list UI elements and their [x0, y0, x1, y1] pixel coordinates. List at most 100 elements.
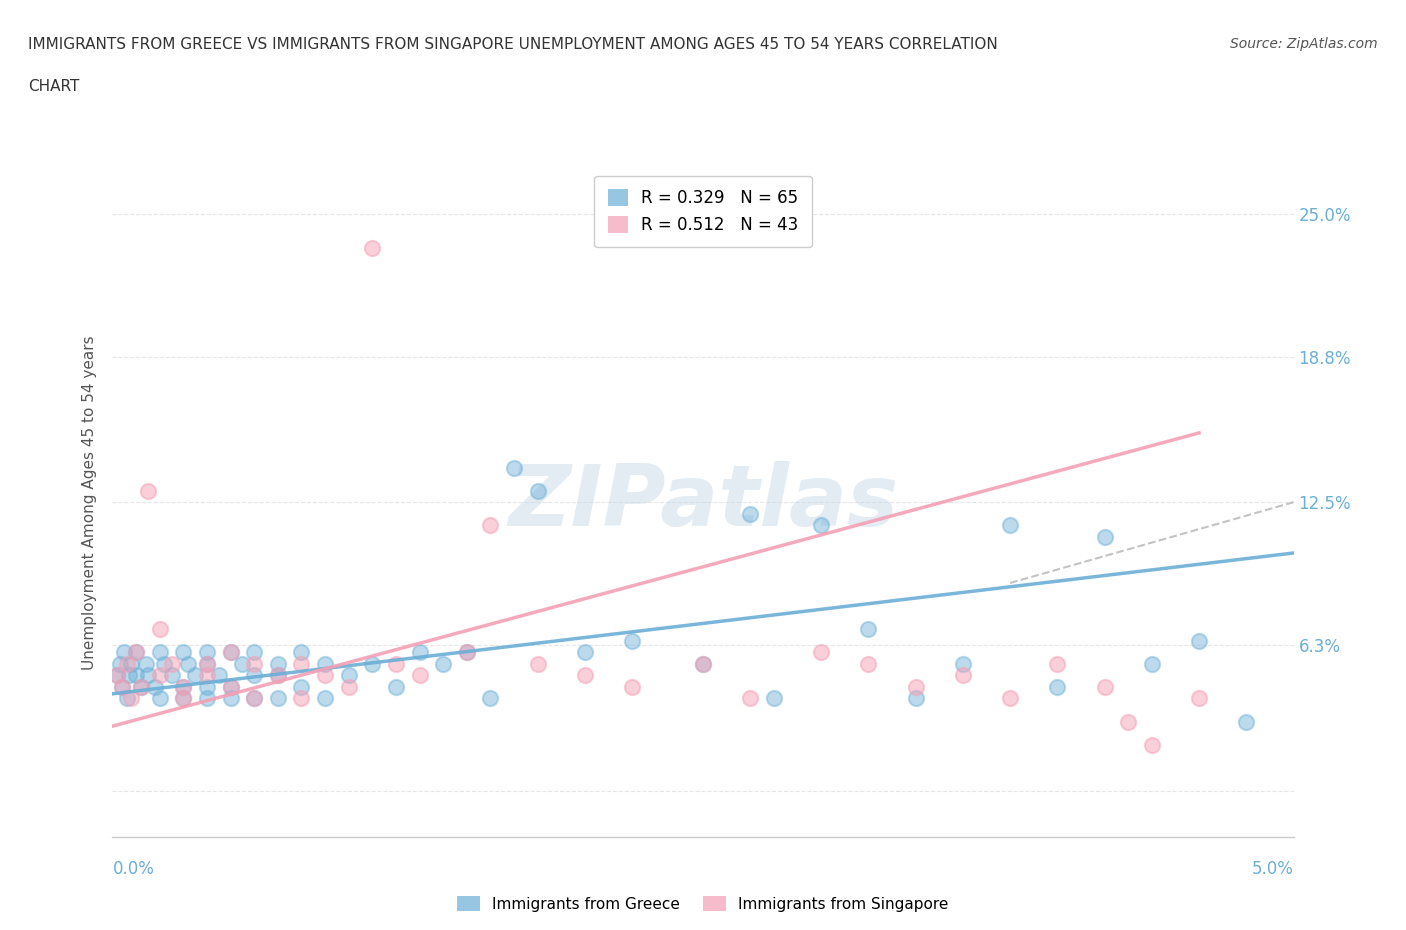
Point	[120, 657, 142, 671]
Point	[621, 680, 644, 695]
Point	[177, 657, 200, 671]
Point	[998, 691, 1021, 706]
Point	[149, 622, 172, 637]
Point	[195, 691, 218, 706]
Y-axis label: Unemployment Among Ages 45 to 54 years: Unemployment Among Ages 45 to 54 years	[82, 335, 97, 670]
Point	[129, 680, 152, 695]
Point	[810, 644, 832, 659]
Point	[337, 680, 360, 695]
Point	[904, 680, 927, 695]
Point	[125, 644, 148, 659]
Point	[120, 691, 142, 706]
Point	[195, 644, 218, 659]
Point	[479, 691, 502, 706]
Point	[290, 657, 312, 671]
Point	[105, 668, 128, 683]
Point	[184, 668, 207, 683]
Point	[172, 691, 194, 706]
Point	[267, 668, 290, 683]
Legend: R = 0.329   N = 65, R = 0.512   N = 43: R = 0.329 N = 65, R = 0.512 N = 43	[595, 176, 811, 247]
Point	[153, 657, 176, 671]
Point	[503, 460, 526, 475]
Point	[692, 657, 714, 671]
Point	[118, 668, 141, 683]
Point	[219, 644, 242, 659]
Point	[243, 657, 266, 671]
Point	[858, 657, 880, 671]
Point	[243, 668, 266, 683]
Point	[243, 691, 266, 706]
Text: IMMIGRANTS FROM GREECE VS IMMIGRANTS FROM SINGAPORE UNEMPLOYMENT AMONG AGES 45 T: IMMIGRANTS FROM GREECE VS IMMIGRANTS FRO…	[28, 37, 998, 52]
Point	[111, 680, 134, 695]
Point	[135, 657, 157, 671]
Point	[219, 644, 242, 659]
Point	[621, 633, 644, 648]
Point	[1046, 680, 1069, 695]
Point	[115, 657, 138, 671]
Point	[526, 484, 548, 498]
Text: Source: ZipAtlas.com: Source: ZipAtlas.com	[1230, 37, 1378, 51]
Point	[290, 680, 312, 695]
Point	[998, 518, 1021, 533]
Point	[337, 668, 360, 683]
Point	[160, 668, 183, 683]
Point	[858, 622, 880, 637]
Point	[526, 657, 548, 671]
Point	[267, 668, 290, 683]
Text: CHART: CHART	[28, 79, 80, 94]
Point	[149, 668, 172, 683]
Point	[243, 644, 266, 659]
Point	[1188, 691, 1211, 706]
Point	[1188, 633, 1211, 648]
Point	[108, 657, 131, 671]
Point	[740, 506, 762, 521]
Point	[195, 668, 218, 683]
Point	[314, 691, 336, 706]
Point	[105, 668, 128, 683]
Point	[208, 668, 231, 683]
Point	[111, 680, 134, 695]
Point	[408, 644, 430, 659]
Point	[149, 644, 172, 659]
Point	[1140, 657, 1163, 671]
Point	[125, 668, 148, 683]
Point	[219, 680, 242, 695]
Point	[1234, 714, 1257, 729]
Point	[574, 644, 596, 659]
Point	[361, 657, 384, 671]
Point	[172, 644, 194, 659]
Point	[267, 657, 290, 671]
Text: 0.0%: 0.0%	[112, 860, 155, 878]
Point	[952, 668, 974, 683]
Point	[432, 657, 454, 671]
Point	[115, 691, 138, 706]
Point	[243, 691, 266, 706]
Point	[456, 644, 478, 659]
Point	[952, 657, 974, 671]
Point	[408, 668, 430, 683]
Point	[456, 644, 478, 659]
Point	[195, 657, 218, 671]
Point	[172, 680, 194, 695]
Point	[219, 691, 242, 706]
Point	[361, 241, 384, 256]
Point	[1116, 714, 1139, 729]
Point	[231, 657, 253, 671]
Point	[479, 518, 502, 533]
Point	[810, 518, 832, 533]
Point	[692, 657, 714, 671]
Point	[143, 680, 166, 695]
Point	[112, 644, 135, 659]
Point	[136, 668, 159, 683]
Point	[1140, 737, 1163, 752]
Point	[574, 668, 596, 683]
Point	[195, 657, 218, 671]
Point	[1046, 657, 1069, 671]
Point	[314, 657, 336, 671]
Point	[740, 691, 762, 706]
Point	[1094, 529, 1116, 544]
Point	[314, 668, 336, 683]
Point	[195, 680, 218, 695]
Legend: Immigrants from Greece, Immigrants from Singapore: Immigrants from Greece, Immigrants from …	[451, 889, 955, 918]
Point	[1094, 680, 1116, 695]
